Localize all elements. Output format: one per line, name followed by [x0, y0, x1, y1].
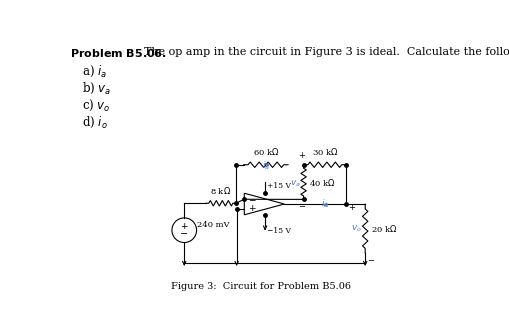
Text: +15 V: +15 V [267, 182, 291, 190]
Text: The op amp in the circuit in Figure 3 is ideal.  Calculate the following:: The op amp in the circuit in Figure 3 is… [144, 47, 509, 57]
Text: $\mathbf{Problem\ B5.06.}$: $\mathbf{Problem\ B5.06.}$ [70, 47, 167, 59]
Text: c) $v_o$: c) $v_o$ [82, 98, 110, 113]
Text: −: − [298, 202, 305, 212]
Text: −: − [367, 256, 375, 266]
Text: Figure 3:  Circuit for Problem B5.06: Figure 3: Circuit for Problem B5.06 [171, 282, 351, 291]
Text: a) $i_a$: a) $i_a$ [82, 64, 107, 79]
Text: $i_a$: $i_a$ [262, 159, 270, 172]
Text: +: + [181, 222, 188, 231]
Text: 60 k$\Omega$: 60 k$\Omega$ [252, 146, 279, 157]
Text: $v_o$: $v_o$ [351, 223, 362, 234]
Text: +: + [298, 151, 305, 160]
Text: $v_a$: $v_a$ [291, 178, 301, 189]
Text: +: + [248, 204, 256, 213]
Text: −: − [248, 195, 256, 204]
Text: 8 k$\Omega$: 8 k$\Omega$ [210, 185, 232, 196]
Text: +: + [348, 203, 355, 212]
Text: 30 k$\Omega$: 30 k$\Omega$ [312, 146, 338, 157]
Text: d) $i_o$: d) $i_o$ [82, 115, 107, 130]
Text: $i_o$: $i_o$ [321, 198, 329, 210]
Text: −15 V: −15 V [267, 227, 291, 235]
Text: 20 k$\Omega$: 20 k$\Omega$ [371, 223, 397, 234]
Text: b) $v_a$: b) $v_a$ [82, 81, 111, 96]
Text: 240 mV: 240 mV [197, 221, 230, 229]
Text: −: − [180, 229, 188, 239]
Text: 40 k$\Omega$: 40 k$\Omega$ [309, 177, 335, 188]
